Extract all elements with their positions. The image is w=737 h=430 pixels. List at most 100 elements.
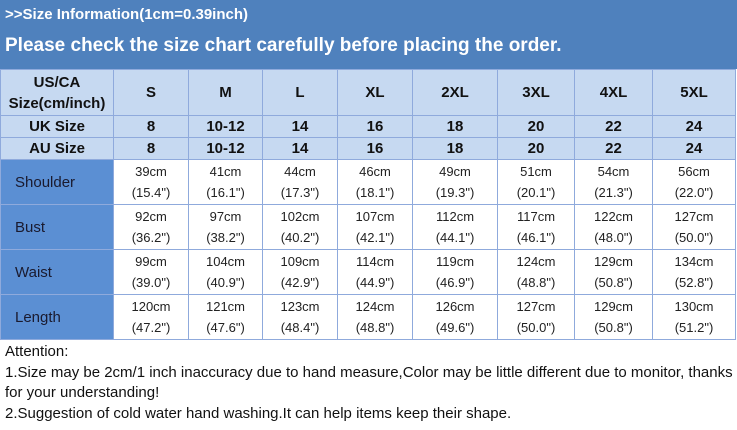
size-cell: 18 bbox=[412, 137, 498, 160]
size-cell: 5XL bbox=[652, 69, 736, 116]
inch-value: (48.8") bbox=[355, 320, 395, 335]
corner-cell: US/CA Size(cm/inch) bbox=[0, 69, 114, 116]
cm-value: 119cm bbox=[435, 254, 475, 269]
measure-row: Waist 99cm (39.0") 104cm (40.9") 109cm (42.9")… bbox=[0, 249, 736, 295]
inch-value: (48.4") bbox=[280, 320, 320, 335]
size-cell: 16 bbox=[337, 115, 413, 138]
inch-value: (18.1") bbox=[355, 185, 395, 200]
cm-value: 109cm bbox=[280, 254, 320, 269]
inch-value: (51.2") bbox=[674, 320, 714, 335]
size-cell: 10-12 bbox=[188, 115, 263, 138]
size-cell: 22 bbox=[574, 137, 653, 160]
inch-value: (44.9") bbox=[355, 275, 395, 290]
inch-value: (50.8") bbox=[594, 320, 633, 335]
measure-cell: 104cm (40.9") bbox=[188, 249, 263, 295]
note-line: Attention: bbox=[5, 343, 69, 360]
cm-value: 124cm bbox=[516, 254, 556, 269]
measure-cell: 46cm (18.1") bbox=[337, 159, 413, 205]
measure-cell: 112cm (44.1") bbox=[412, 204, 498, 250]
cm-value: 114cm bbox=[355, 254, 395, 269]
cm-value: 124cm bbox=[355, 299, 395, 314]
corner-text: US/CA bbox=[33, 73, 81, 91]
measure-cell: 102cm (40.2") bbox=[262, 204, 338, 250]
cm-value: 129cm bbox=[593, 254, 634, 269]
notes: Attention: 1.Size may be 2cm/1 inch inacc… bbox=[0, 340, 733, 424]
inch-value: (17.3") bbox=[280, 185, 320, 200]
inch-value: (49.6") bbox=[435, 320, 475, 335]
inch-value: (47.6") bbox=[206, 320, 245, 335]
cm-value: 121cm bbox=[205, 299, 246, 314]
measure-cell: 56cm (22.0") bbox=[652, 159, 736, 205]
alt-size-row: AU Size 8 10-12 14 16 18 20 22 24 bbox=[0, 137, 736, 160]
size-cell: 14 bbox=[262, 137, 338, 160]
size-cell: 14 bbox=[262, 115, 338, 138]
measure-cell: 129cm (50.8") bbox=[574, 249, 653, 295]
cm-value: 41cm bbox=[209, 164, 242, 179]
header: >>Size Information(1cm=0.39inch) Please … bbox=[0, 0, 737, 69]
measure-cell: 54cm (21.3") bbox=[574, 159, 653, 205]
inch-value: (16.1") bbox=[206, 185, 245, 200]
inch-value: (21.3") bbox=[594, 185, 633, 200]
measure-row: Bust 92cm (36.2") 97cm (38.2") 102cm (40.2") 10… bbox=[0, 204, 736, 250]
inch-value: (38.2") bbox=[206, 230, 245, 245]
cm-value: 102cm bbox=[280, 209, 320, 224]
subtitle: >>Size Information(1cm=0.39inch) bbox=[5, 6, 248, 23]
size-cell: 8 bbox=[113, 137, 189, 160]
cm-value: 134cm bbox=[674, 254, 714, 269]
size-cell: 24 bbox=[652, 137, 736, 160]
row-label: UK Size bbox=[0, 115, 114, 138]
size-cell: XL bbox=[337, 69, 413, 116]
size-cell: L bbox=[262, 69, 338, 116]
inch-value: (40.9") bbox=[206, 275, 245, 290]
size-cell: 10-12 bbox=[188, 137, 263, 160]
measure-cell: 49cm (19.3") bbox=[412, 159, 498, 205]
measure-row: Shoulder 39cm (15.4") 41cm (16.1") 44cm (17.3"… bbox=[0, 159, 736, 205]
cm-value: 49cm bbox=[439, 164, 471, 179]
cm-value: 129cm bbox=[593, 299, 634, 314]
inch-value: (48.8") bbox=[516, 275, 556, 290]
cm-value: 127cm bbox=[516, 299, 556, 314]
measure-cell: 124cm (48.8") bbox=[337, 294, 413, 340]
measure-cell: 124cm (48.8") bbox=[497, 249, 575, 295]
size-cell: M bbox=[188, 69, 263, 116]
size-cell: 4XL bbox=[574, 69, 653, 116]
inch-value: (42.9") bbox=[280, 275, 320, 290]
measure-cell: 130cm (51.2") bbox=[652, 294, 736, 340]
measure-cell: 92cm (36.2") bbox=[113, 204, 189, 250]
cm-value: 107cm bbox=[355, 209, 395, 224]
cm-value: 92cm bbox=[135, 209, 167, 224]
inch-value: (20.1") bbox=[516, 185, 556, 200]
size-cell: 16 bbox=[337, 137, 413, 160]
row-label: Length bbox=[0, 294, 114, 340]
size-cell: 22 bbox=[574, 115, 653, 138]
measure-cell: 119cm (46.9") bbox=[412, 249, 498, 295]
size-cell: 24 bbox=[652, 115, 736, 138]
measure-cell: 122cm (48.0") bbox=[574, 204, 653, 250]
measure-cell: 51cm (20.1") bbox=[497, 159, 575, 205]
cm-value: 112cm bbox=[435, 209, 475, 224]
measure-cell: 127cm (50.0") bbox=[652, 204, 736, 250]
cm-value: 56cm bbox=[678, 164, 710, 179]
cm-value: 123cm bbox=[280, 299, 320, 314]
cm-value: 46cm bbox=[359, 164, 391, 179]
size-cell: 2XL bbox=[412, 69, 498, 116]
note-line: 1.Size may be 2cm/1 inch inaccuracy due … bbox=[5, 363, 733, 402]
title: Please check the size chart carefully be… bbox=[5, 35, 562, 56]
cm-value: 44cm bbox=[284, 164, 316, 179]
cm-value: 122cm bbox=[593, 209, 634, 224]
inch-value: (22.0") bbox=[674, 185, 714, 200]
size-cell: 18 bbox=[412, 115, 498, 138]
inch-value: (44.1") bbox=[435, 230, 475, 245]
inch-value: (19.3") bbox=[435, 185, 475, 200]
measure-row: Length 120cm (47.2") 121cm (47.6") 123cm (48.4… bbox=[0, 294, 736, 340]
row-label: Waist bbox=[0, 249, 114, 295]
inch-value: (50.0") bbox=[516, 320, 556, 335]
row-label: AU Size bbox=[0, 137, 114, 160]
alt-size-row: UK Size 8 10-12 14 16 18 20 22 24 bbox=[0, 115, 736, 138]
inch-value: (48.0") bbox=[594, 230, 633, 245]
inch-value: (36.2") bbox=[131, 230, 171, 245]
size-table: US/CA Size(cm/inch) S M L XL 2XL 3XL 4XL 5XL UK Si… bbox=[0, 69, 736, 340]
measure-cell: 109cm (42.9") bbox=[262, 249, 338, 295]
measure-cell: 39cm (15.4") bbox=[113, 159, 189, 205]
